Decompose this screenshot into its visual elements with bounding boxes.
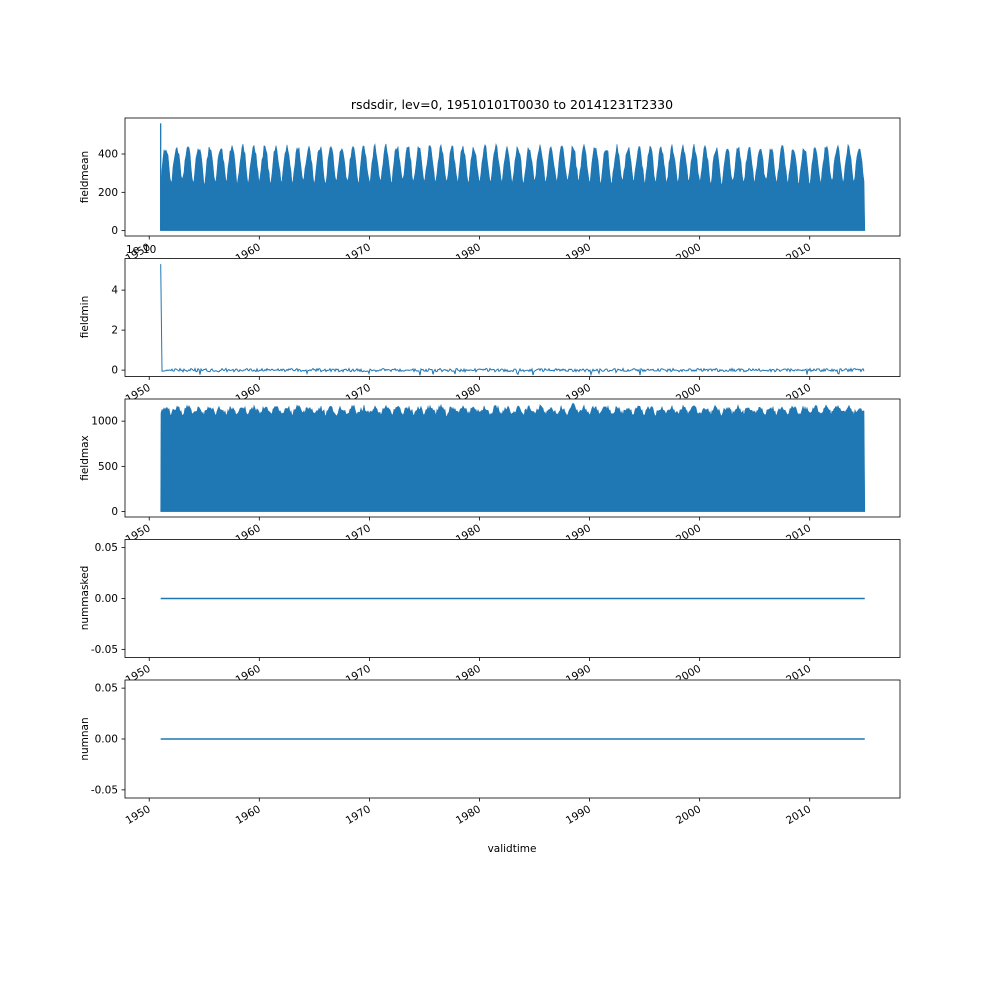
y-tick-label: 0 [111,225,118,237]
x-tick-label: 1970 [344,803,373,827]
y-axis-offset-text: 1e-10 [126,244,157,256]
y-tick-label: 0.05 [95,542,118,554]
y-tick-label: 500 [98,461,118,473]
y-tick-label: 2 [111,325,118,337]
x-axis-label: validtime [487,843,537,855]
y-tick-label: 0 [111,365,118,377]
x-tick-label: 1960 [234,803,263,827]
series-fieldmin [160,264,865,377]
y-tick-label: 0 [111,506,118,518]
y-axis-label-fieldmin: fieldmin [79,295,91,339]
series-fieldmax [160,402,866,512]
y-tick-label: -0.05 [91,644,118,656]
subplot-background-fieldmin [125,258,900,377]
chart-title: rsdsdir, lev=0, 19510101T0030 to 2014123… [350,97,674,112]
y-tick-label: 0.00 [95,734,118,746]
y-tick-label: 1000 [91,416,118,428]
y-axis-label-fieldmax: fieldmax [79,435,91,481]
y-tick-label: 200 [98,187,118,199]
x-tick-label: 2010 [784,803,813,827]
y-axis-label-fieldmean: fieldmean [79,150,91,204]
y-tick-label: 0.00 [95,593,118,605]
y-axis-label-nummasked: nummasked [79,565,91,631]
series-fieldmean [160,143,866,231]
y-tick-label: 4 [111,285,118,297]
subplot-frame-fieldmax [124,398,901,518]
y-tick-label: 0.05 [95,683,118,695]
subplot-frame-fieldmean [124,117,901,237]
x-tick-label: 1990 [564,803,593,827]
x-tick-label: 2000 [674,803,703,827]
x-tick-label: 1950 [124,803,153,827]
x-tick-label: 1980 [454,803,483,827]
y-axis-label-numnan: numnan [79,717,91,761]
y-tick-label: 400 [98,149,118,161]
y-tick-label: -0.05 [91,784,118,796]
subplot-frame-fieldmin [124,258,901,377]
